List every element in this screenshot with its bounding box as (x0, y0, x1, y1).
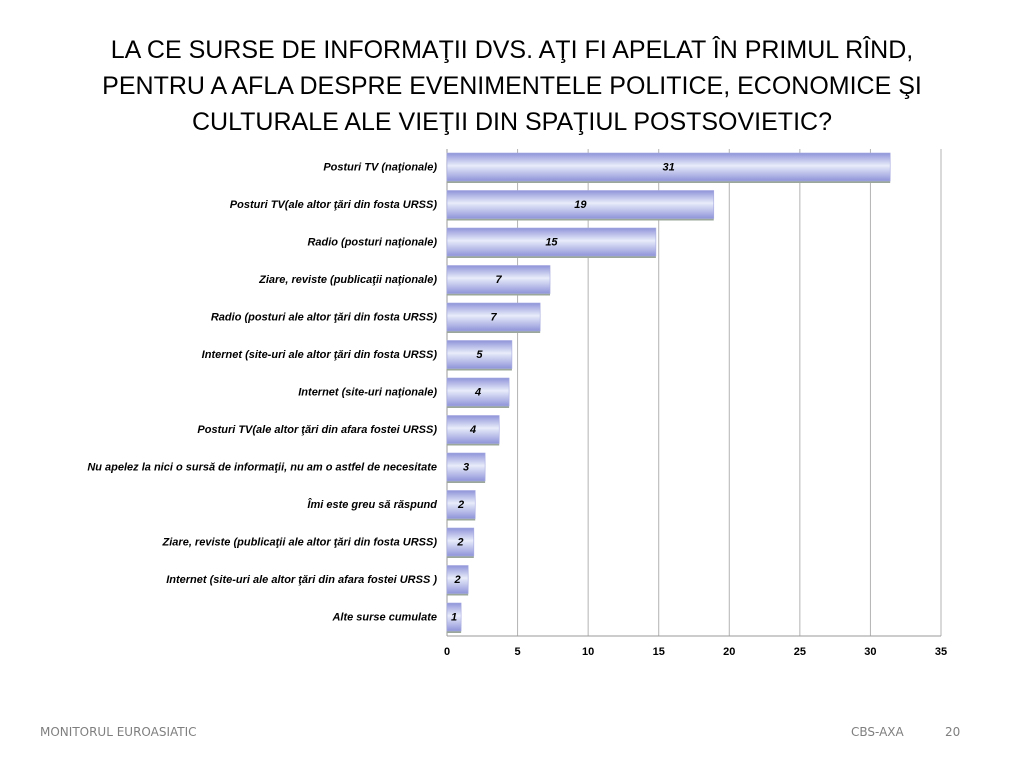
category-label: Internet (site-uri ale altor ţări din af… (166, 574, 437, 586)
bar-value-label: 1 (451, 612, 457, 624)
category-label: Internet (site-uri ale altor ţări din fo… (202, 349, 438, 361)
x-tick-label: 25 (794, 646, 806, 658)
category-label: Posturi TV (naţionale) (323, 162, 437, 174)
bar (446, 602, 462, 632)
category-label: Îmi este greu să răspund (307, 498, 437, 511)
bar-shadow (447, 556, 474, 558)
title-line: LA CE SURSE DE INFORMAŢII DVS. AŢI FI AP… (110, 36, 914, 64)
bar (446, 340, 513, 369)
bar-value-label: 7 (491, 312, 498, 324)
category-label: Ziare, reviste (publicaţii naţionale) (258, 274, 437, 286)
bar (446, 265, 551, 294)
bar-shadow (447, 218, 714, 221)
category-labels: Posturi TV (naţionale) Posturi TV(ale alt… (87, 162, 437, 624)
bar (446, 190, 715, 219)
slide-title: LA CE SURSE DE INFORMAŢII DVS. AŢI FI AP… (40, 32, 984, 140)
bar-value-label: 7 (495, 274, 502, 286)
title-line: CULTURALE ALE VIEŢII DIN SPAŢIUL POSTSOV… (192, 108, 832, 136)
bar-shadow (447, 293, 551, 296)
category-label: Internet (site-uri naţionale) (298, 387, 437, 399)
category-label: Posturi TV(ale altor ţări din afara fost… (197, 424, 437, 436)
bar (446, 415, 500, 444)
bar-shadow (447, 518, 476, 521)
bar (446, 452, 486, 482)
title-line: PENTRU A AFLA DESPRE EVENIMENTELE POLITI… (102, 72, 922, 100)
x-tick-label: 35 (935, 646, 947, 658)
bar-shadow (447, 181, 891, 183)
bar-shadow (447, 443, 500, 446)
bar-value-label: 2 (456, 537, 463, 549)
x-tick-label: 30 (864, 646, 876, 658)
bar-value-label: 5 (476, 349, 483, 361)
x-tick-label: 5 (515, 646, 521, 658)
bar-value-label: 31 (662, 162, 674, 174)
grid-lines (446, 149, 942, 637)
bar-value-label: 15 (545, 237, 558, 249)
bar-shadow (447, 331, 541, 333)
x-tick-label: 20 (723, 646, 735, 658)
bar-value-label: 4 (474, 387, 481, 399)
category-label: Alte surse cumulate (331, 612, 437, 624)
bar-value-label: 19 (574, 199, 587, 211)
category-label: Radio (posturi ale altor ţări din fosta … (211, 312, 437, 324)
category-label: Nu apelez la nici o sursă de informaţii,… (87, 462, 437, 474)
footer-left: MONITORUL EUROASIATIC (40, 725, 197, 739)
bar-shadow (447, 256, 656, 258)
bar-value-label: 2 (457, 499, 464, 511)
bar-value-label: 2 (454, 574, 461, 586)
category-label: Radio (posturi naţionale) (307, 237, 437, 249)
bar (446, 227, 657, 257)
bar-value-label: 4 (469, 424, 476, 436)
x-tick-label: 10 (582, 646, 594, 658)
footer-source: CBS-AXA (851, 725, 904, 739)
bar (446, 490, 476, 519)
bar-shadow (447, 481, 486, 483)
x-tick-label: 15 (653, 646, 665, 658)
bar (446, 302, 541, 332)
bar-shadow (447, 368, 512, 371)
bars: 31 19 15 7 7 5 4 4 3 2 2 2 1 (446, 152, 891, 633)
bar (446, 527, 475, 557)
bar-shadow (447, 593, 469, 596)
page-number: 20 (945, 725, 961, 739)
bar (446, 565, 469, 594)
category-label: Ziare, reviste (publicaţii ale altor ţăr… (162, 537, 438, 549)
bar-shadow (447, 406, 510, 408)
category-label: Posturi TV(ale altor ţări din fosta URSS… (230, 199, 438, 211)
bar-value-label: 3 (463, 462, 469, 474)
x-tick-label: 0 (444, 646, 450, 658)
x-axis-ticks: 0 5 10 15 20 25 30 35 (444, 646, 947, 658)
bar (446, 152, 891, 182)
bar (446, 377, 510, 407)
bar-shadow (447, 631, 462, 633)
